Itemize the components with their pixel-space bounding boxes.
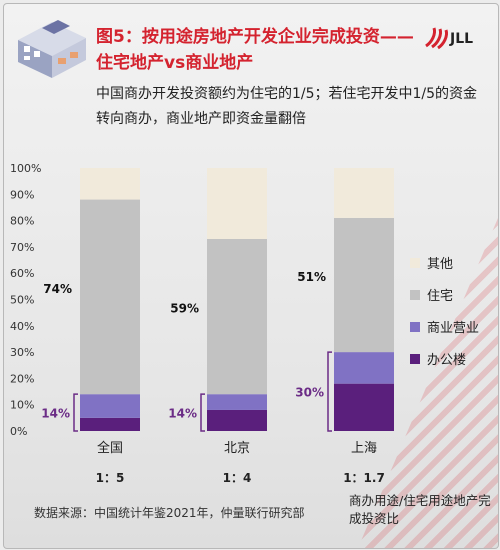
ratio-label: 1：5 (96, 471, 125, 485)
bar-segment-other (334, 168, 394, 218)
x-category-label: 上海 (351, 441, 377, 456)
y-tick-label: 0% (10, 425, 27, 438)
legend-swatch-residential (410, 290, 420, 300)
bar-segment-commercial (334, 352, 394, 384)
bar-segment-other (80, 168, 140, 200)
ratio-label: 1：1.7 (343, 471, 385, 485)
y-tick-label: 20% (10, 372, 34, 385)
y-tick-label: 100% (10, 162, 41, 175)
residential-share-label: 59% (170, 302, 199, 316)
commercial-share-label: 14% (168, 407, 197, 421)
chart-subtitle: 中国商办开发投资额约为住宅的1/5；若住宅开发中1/5的资金转向商办，商业地产即… (96, 86, 478, 127)
legend-label: 商业营业 (427, 321, 479, 336)
y-tick-label: 60% (10, 267, 34, 280)
commercial-share-label: 30% (295, 386, 324, 400)
commercial-share-label: 14% (41, 407, 70, 421)
y-tick-label: 80% (10, 215, 34, 228)
legend-label: 住宅 (427, 289, 453, 304)
y-tick-label: 70% (10, 241, 34, 254)
legend-label: 其他 (427, 257, 453, 272)
data-source: 数据来源：中国统计年鉴2021年，仲量联行研究部 (34, 506, 305, 520)
commercial-bracket (73, 393, 78, 432)
bar-segment-office (334, 383, 394, 431)
bar-segment-residential (207, 239, 267, 395)
legend-label: 办公楼 (427, 353, 466, 368)
x-category-label: 全国 (97, 440, 123, 456)
x-category-label: 北京 (224, 441, 250, 456)
y-tick-label: 40% (10, 320, 34, 333)
chart-panel: 图5：按用途房地产开发企业完成投资——住宅地产vs商业地产 JLL 中国商办开发… (3, 3, 499, 549)
chart-title: 图5：按用途房地产开发企业完成投资——住宅地产vs商业地产 (96, 27, 414, 73)
bar-segment-residential (334, 217, 394, 353)
residential-share-label: 74% (43, 282, 72, 296)
jll-logo-icon (425, 27, 448, 50)
y-tick-label: 90% (10, 188, 34, 201)
bar-segment-commercial (207, 394, 267, 410)
legend-swatch-other (410, 258, 420, 268)
commercial-bracket (327, 351, 332, 432)
building-icon (18, 20, 86, 78)
y-tick-label: 30% (10, 346, 34, 359)
y-tick-label: 50% (10, 294, 34, 307)
residential-share-label: 51% (297, 270, 326, 284)
legend-swatch-office (410, 354, 420, 364)
bar-segment-commercial (80, 394, 140, 418)
bar-segment-office (80, 417, 140, 431)
ratio-note: 商办用途/住宅用途地产完成投资比 (349, 493, 491, 526)
commercial-bracket (200, 393, 205, 432)
y-tick-label: 10% (10, 399, 34, 412)
stacked-bar-chart: 0% 10% 20% 30% 40% 50% 60% 70% 80% 90% 100% 全国 1：5 74… (10, 162, 479, 485)
ratio-label: 1：4 (223, 471, 252, 485)
bar-segment-other (207, 168, 267, 240)
legend-swatch-commercial (410, 322, 420, 332)
bar-segment-office (207, 409, 267, 431)
logo-text: JLL (450, 31, 474, 47)
bar-segment-residential (80, 199, 140, 395)
